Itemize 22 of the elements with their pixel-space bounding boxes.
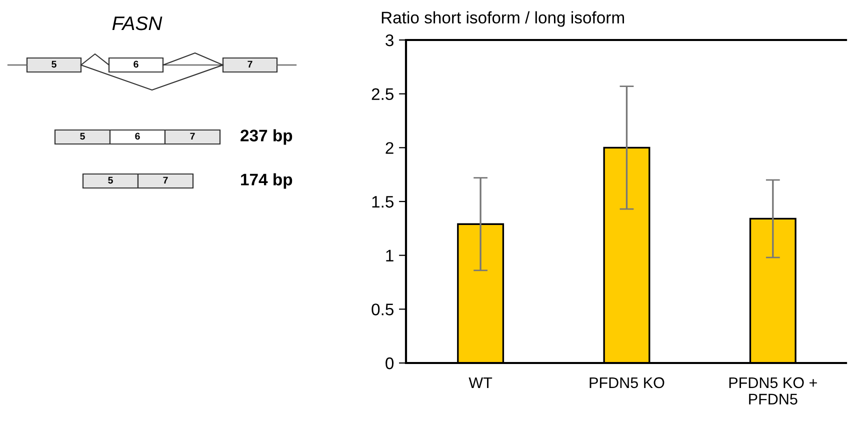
text: 237 bp [240, 129, 292, 145]
y-tick-label: 3 [386, 34, 394, 46]
y-tick-label: 1 [386, 250, 394, 262]
text: 7 [163, 176, 168, 184]
text: FASN [112, 16, 162, 30]
y-tick-label: 2 [386, 142, 394, 154]
y-tick-label: 2.5 [372, 88, 394, 100]
text: 6 [134, 60, 138, 68]
text: 7 [190, 132, 195, 140]
x-tick-label: PFDN5 KO + PFDN5 [729, 377, 817, 405]
y-tick-label: 0 [386, 357, 394, 370]
text: 7 [248, 60, 252, 68]
text: 5 [80, 132, 85, 140]
y-tick-label: 0.5 [372, 304, 394, 316]
text: 174 bp [241, 173, 292, 189]
y-tick-label: 1.5 [372, 196, 394, 208]
text: 5 [108, 176, 113, 184]
x-tick-label: PFDN5 KO [590, 377, 664, 388]
text: 6 [135, 132, 140, 140]
chart-title: Ratio short isoform / long isoform [382, 11, 624, 27]
text: 5 [52, 60, 56, 68]
x-tick-label: WT [468, 377, 492, 388]
